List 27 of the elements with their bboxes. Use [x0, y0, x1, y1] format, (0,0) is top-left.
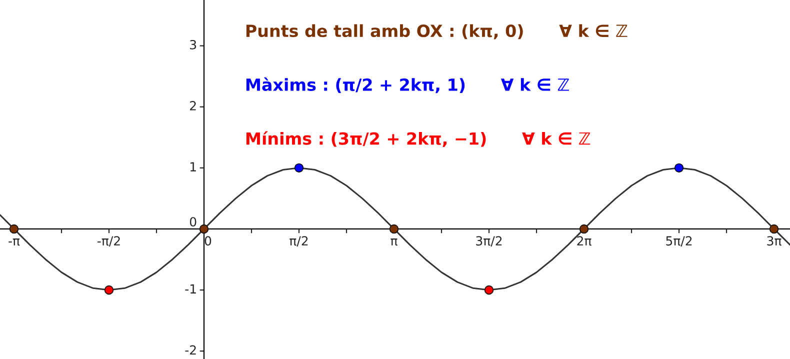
text: Mínims : (3π/2 + 2kπ, −1) ∀ k ∈ ℤ	[246, 131, 590, 147]
y-tick-label: -1	[185, 284, 196, 294]
y-tick-label: 0	[190, 217, 196, 227]
point	[199, 224, 209, 234]
x-tick-label: π	[390, 238, 398, 246]
x-tick-label: 3π	[767, 236, 782, 246]
y-tick-label: 1	[190, 162, 196, 172]
point	[769, 224, 779, 234]
point	[294, 163, 304, 172]
y-tick-label: -2	[185, 345, 196, 355]
y-tick-label: 2	[190, 101, 196, 110]
x-tick-label: 5π/2	[666, 236, 692, 247]
x-tick-label: -π/2	[98, 236, 120, 247]
x-tick-label: 3π/2	[476, 236, 502, 247]
point	[104, 285, 114, 295]
point	[579, 224, 589, 234]
x-tick-label: 0	[204, 236, 212, 246]
y-tick-label: 3	[190, 40, 196, 50]
point	[9, 224, 19, 234]
text: Punts de tall amb OX : (kπ, 0) ∀ k ∈ ℤ	[246, 24, 628, 40]
point	[674, 163, 684, 172]
text: Màxims : (π/2 + 2kπ, 1) ∀ k ∈ ℤ	[246, 77, 569, 94]
point	[389, 224, 399, 234]
x-tick-label: π/2	[290, 236, 308, 247]
x-tick-label: -π	[8, 238, 20, 246]
point	[484, 285, 494, 295]
x-tick-label: 2π	[577, 236, 592, 246]
